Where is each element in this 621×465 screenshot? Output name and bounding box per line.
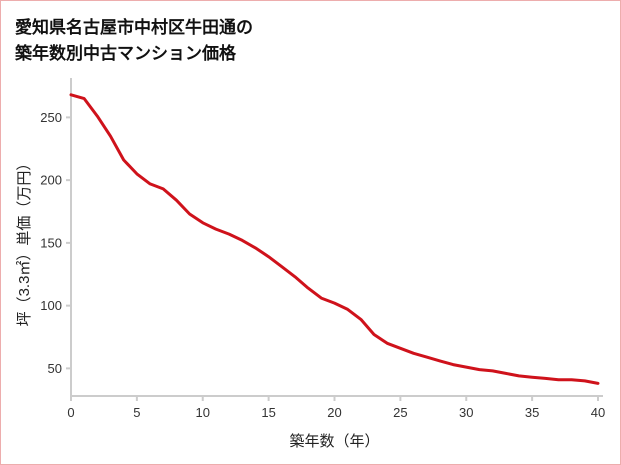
y-tick-label: 150 — [40, 235, 62, 250]
x-tick-label: 0 — [67, 405, 74, 420]
y-tick-label: 200 — [40, 173, 62, 188]
x-tick-label: 35 — [525, 405, 539, 420]
chart-canvas: 0 5 10 15 20 25 30 35 40 50 100 150 200 250 築年数（年） 坪（3.… — [16, 78, 605, 450]
x-tick-label: 40 — [591, 405, 605, 420]
x-tick-label: 5 — [133, 405, 140, 420]
y-tick-label: 250 — [40, 110, 62, 125]
chart-title-line2: 築年数別中古マンション価格 — [15, 43, 236, 63]
x-tick-label: 15 — [261, 405, 275, 420]
price-line — [69, 93, 600, 385]
y-tick-label: 100 — [40, 298, 62, 313]
chart-area: 0 5 10 15 20 25 30 35 40 50 100 150 200 250 築年数（年） 坪（3.… — [13, 72, 608, 462]
x-tick-label: 10 — [196, 405, 210, 420]
chart-title: 愛知県名古屋市中村区牛田通の 築年数別中古マンション価格 — [15, 15, 608, 66]
x-axis-label: 築年数（年） — [289, 432, 379, 450]
x-tick-label: 25 — [393, 405, 407, 420]
y-axis-label: 坪（3.3㎡）単価（万円） — [16, 156, 33, 327]
x-tick-label: 20 — [327, 405, 341, 420]
chart-title-line1: 愛知県名古屋市中村区牛田通の — [15, 18, 253, 37]
x-tick-label: 30 — [459, 405, 473, 420]
y-tick-label: 50 — [48, 361, 62, 376]
